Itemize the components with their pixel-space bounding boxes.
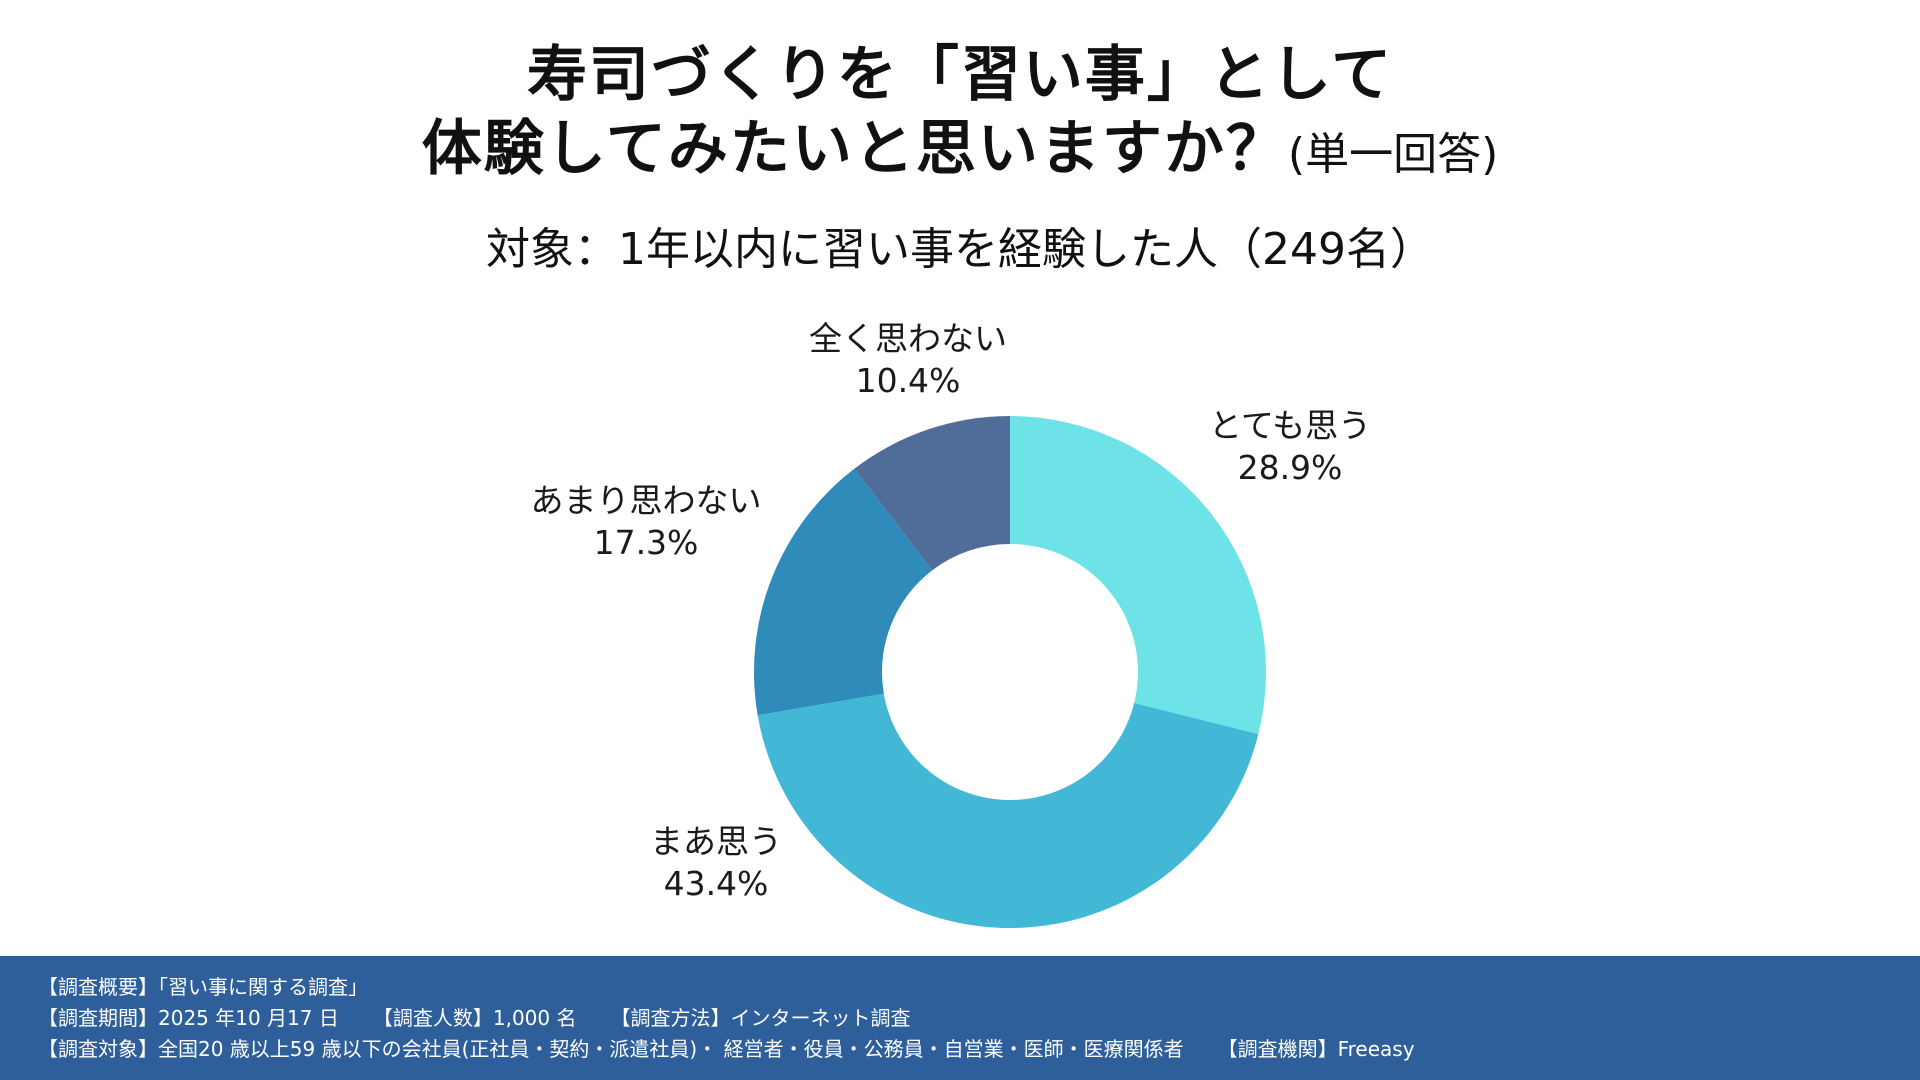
slice-category-label: あまり思わない — [531, 481, 762, 520]
footer-line-2: 【調査期間】2025 年10 月17 日 【調査人数】1,000 名 【調査方法】イ… — [38, 1003, 1920, 1034]
footer-period: 【調査期間】2025 年10 月17 日 — [38, 1006, 339, 1030]
slice-category-label: まあ思う — [650, 822, 782, 861]
slice-value-label: 10.4% — [856, 361, 961, 400]
survey-footer: 【調査概要】「習い事に関する調査」 【調査期間】2025 年10 月17 日【調… — [0, 956, 1920, 1080]
footer-method: 【調査方法】インターネット調査 — [610, 1006, 911, 1030]
donut-slice — [754, 468, 933, 716]
slice-category-label: 全く思わない — [809, 319, 1007, 358]
chart-subtitle: 対象：1年以内に習い事を経験した人（249名） — [486, 224, 1434, 275]
title-suffix: (単一回答) — [1287, 129, 1499, 180]
footer-sample-size: 【調査人数】1,000 名 — [372, 1006, 577, 1030]
title-line-1: 寿司づくりを「習い事」として — [526, 40, 1394, 110]
title-line-2-text: 体験してみたいと思いますか？ — [421, 114, 1288, 184]
footer-line-3: 【調査対象】全国20 歳以上59 歳以下の会社員(正社員・契約・派遣社員)・ 経… — [38, 1034, 1920, 1065]
slice-category-label: とても思う — [1209, 406, 1371, 445]
chart-title: 寿司づくりを「習い事」として 体験してみたいと思いますか？(単一回答) — [0, 38, 1920, 192]
slice-value-label: 17.3% — [594, 523, 699, 562]
slice-value-label: 28.9% — [1238, 448, 1343, 487]
donut-slice — [854, 416, 1010, 571]
footer-target: 【調査対象】全国20 歳以上59 歳以下の会社員(正社員・契約・派遣社員)・ 経… — [38, 1037, 1184, 1061]
donut-slice — [757, 693, 1259, 928]
footer-line-1: 【調査概要】「習い事に関する調査」 — [38, 975, 368, 999]
footer-organization: 【調査機関】Freeasy — [1217, 1037, 1415, 1061]
slice-value-label: 43.4% — [664, 864, 769, 903]
donut-slice — [1010, 416, 1266, 735]
title-line-2: 体験してみたいと思いますか？(単一回答) — [0, 112, 1920, 192]
